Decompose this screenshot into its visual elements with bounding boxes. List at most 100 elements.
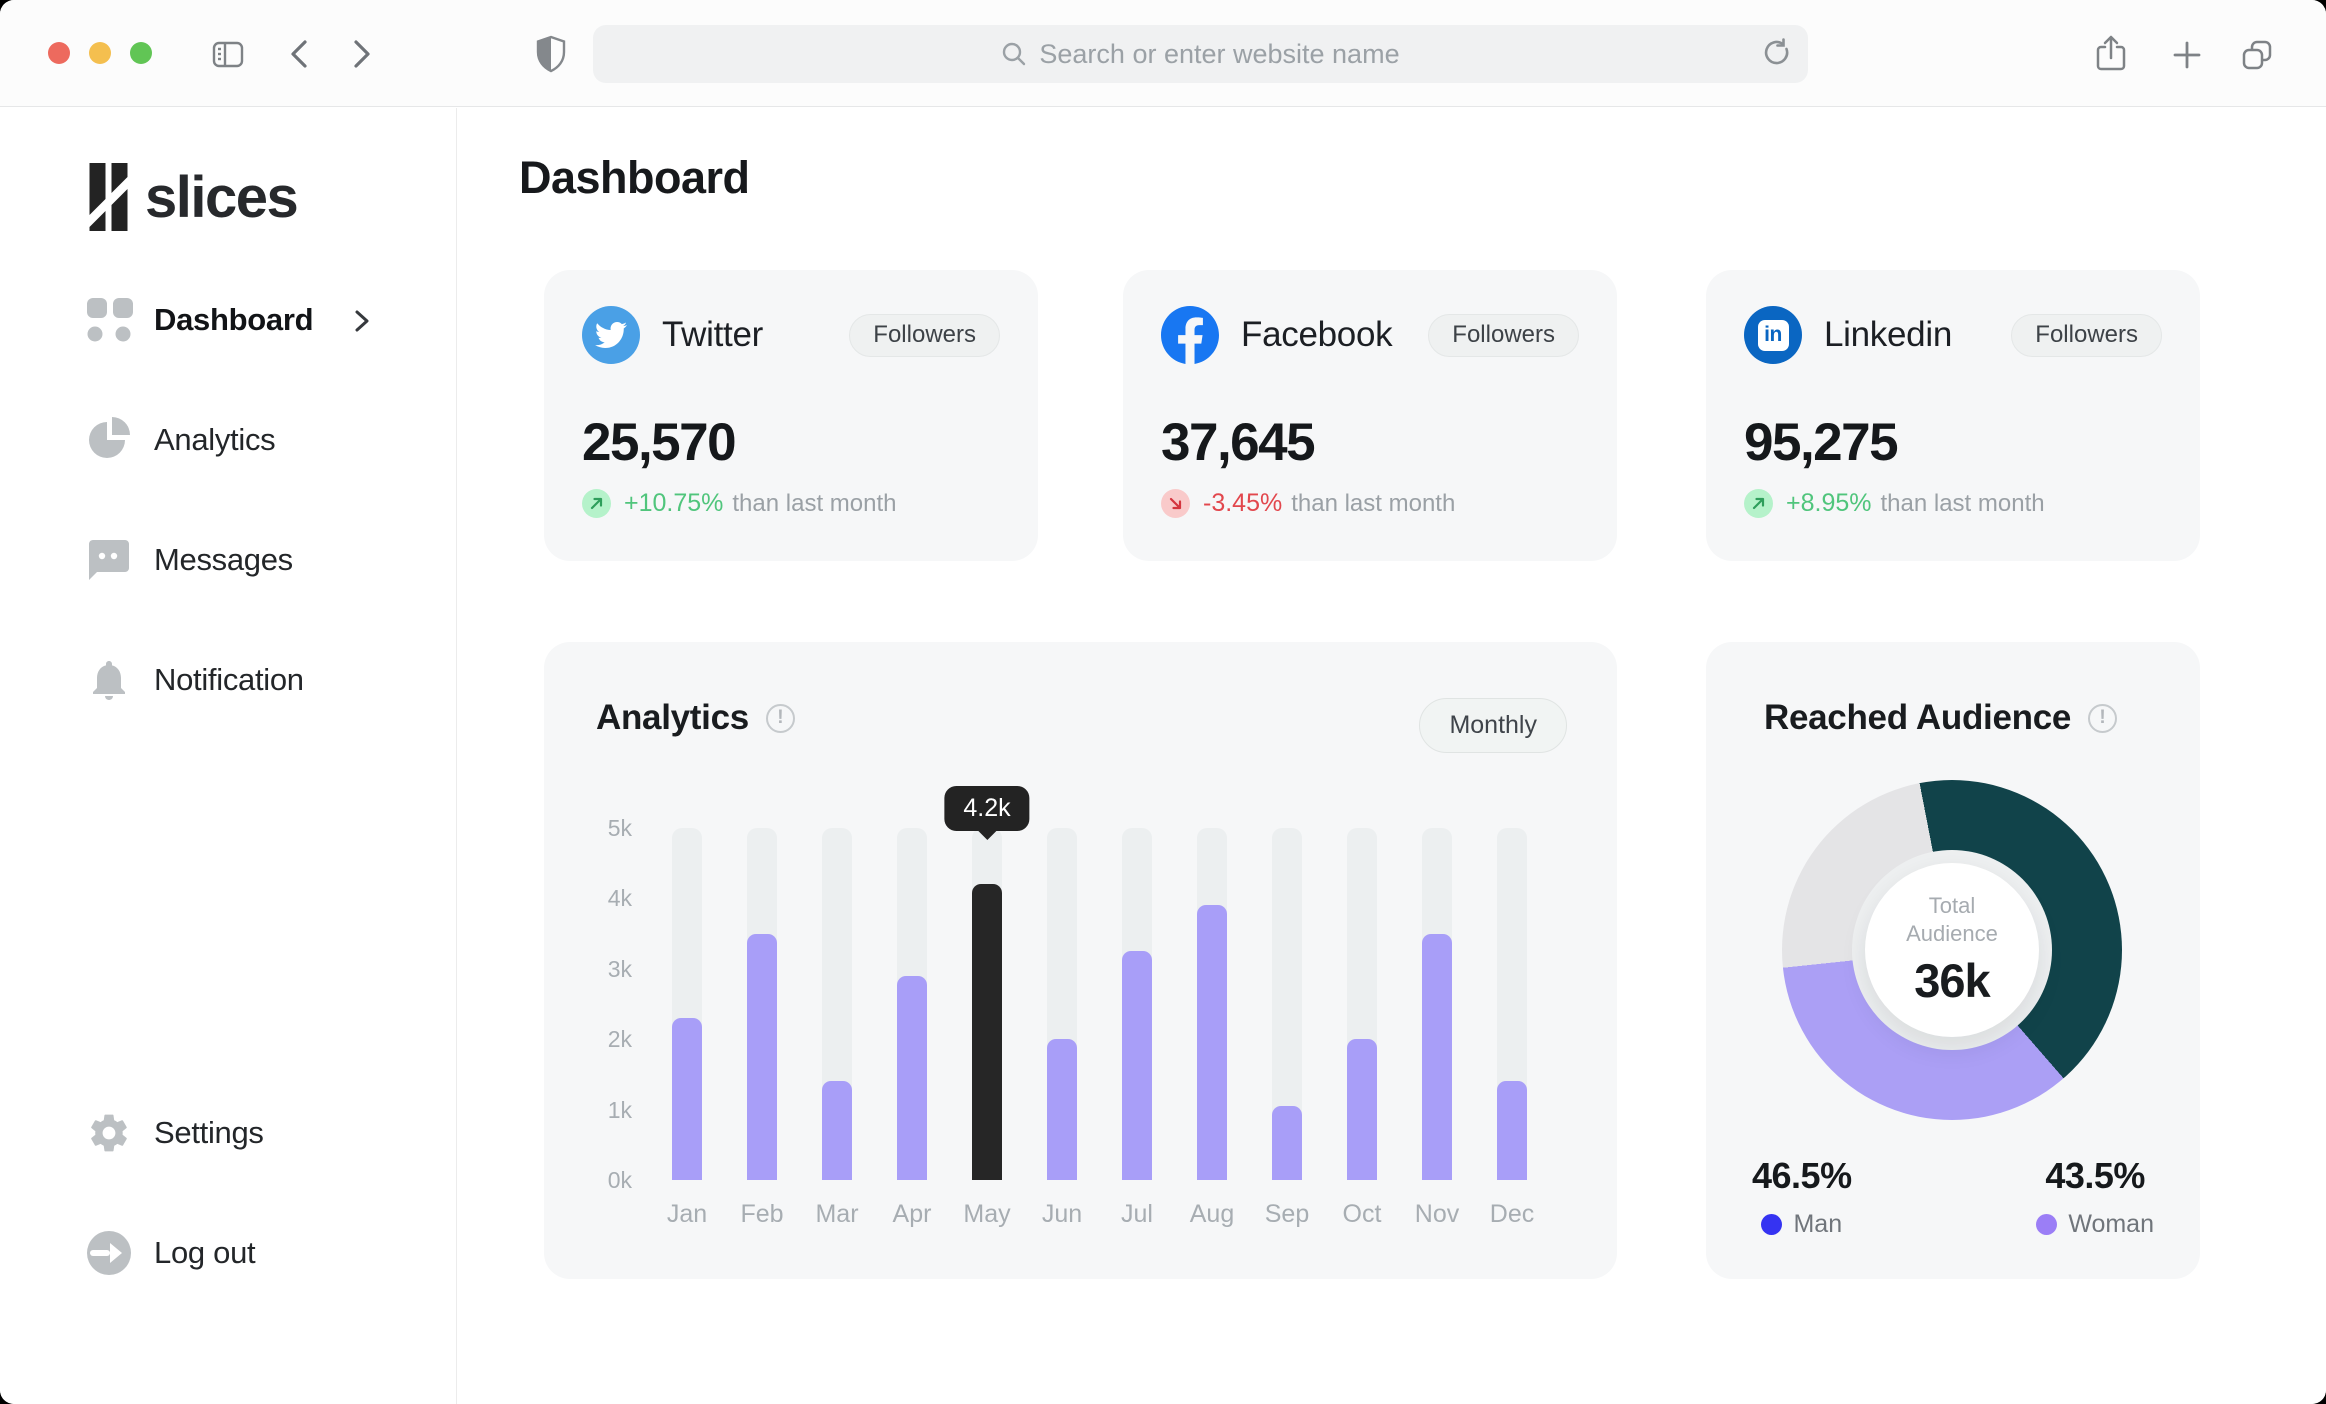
bar-feb[interactable]: Feb [740, 828, 784, 1228]
x-tick-label: Oct [1342, 1200, 1382, 1228]
x-tick-label: Feb [740, 1200, 784, 1228]
chevron-right-icon [350, 306, 372, 341]
bar-sep[interactable]: Sep [1265, 828, 1309, 1228]
info-icon[interactable]: ! [765, 703, 795, 733]
twitter-icon [582, 306, 640, 364]
change-suffix: than last month [1880, 489, 2045, 517]
reached-audience-card: Reached Audience ! Total Audience 36k 4 [1706, 642, 2200, 1279]
linkedin-stat-card: in Linkedin Followers 95,275 +8.95% than… [1706, 270, 2200, 561]
donut-center-label: Total [1928, 893, 1976, 918]
x-tick-label: May [963, 1200, 1011, 1228]
legend-value: 46.5% [1752, 1155, 1852, 1196]
sidebar-item-messages[interactable]: Messages [0, 528, 456, 592]
x-tick-label: Jan [666, 1200, 708, 1228]
analytics-chart-card: Analytics ! Monthly 5k 4k 3k 2k 1k 0k Jan Feb M… [544, 642, 1617, 1279]
chat-icon [85, 536, 133, 584]
back-icon[interactable] [287, 37, 313, 74]
y-tick-label: 3k [607, 955, 632, 982]
sidebar-item-analytics[interactable]: Analytics [0, 408, 456, 472]
bell-icon [85, 656, 133, 704]
grid-icon [85, 296, 133, 344]
y-tick-label: 5k [607, 815, 632, 841]
minimize-window-button[interactable] [89, 42, 111, 64]
legend-label: Man [1793, 1210, 1843, 1238]
follower-count: 95,275 [1744, 413, 1899, 472]
sidebar-item-dashboard[interactable]: Dashboard [0, 288, 456, 352]
sidebar-item-label: Settings [154, 1115, 264, 1150]
close-window-button[interactable] [48, 42, 70, 64]
sidebar-toggle-icon[interactable] [211, 37, 245, 74]
twitter-stat-card: Twitter Followers 25,570 +10.75% than la… [544, 270, 1038, 561]
change-suffix: than last month [1291, 489, 1456, 517]
bar-jan[interactable]: Jan [667, 828, 707, 1228]
bar-mar[interactable]: Mar [815, 828, 859, 1228]
donut-hole: Total Audience 36k [1852, 850, 2052, 1050]
trend-up-icon [1744, 489, 1773, 518]
info-icon[interactable]: ! [2088, 703, 2118, 733]
legend-value: 43.5% [2045, 1155, 2145, 1196]
change-suffix: than last month [732, 489, 897, 517]
maximize-window-button[interactable] [130, 42, 152, 64]
app-logo-text: slices [145, 164, 299, 230]
analytics-title: Analytics [596, 698, 749, 737]
new-tab-icon[interactable] [2172, 40, 2202, 73]
followers-badge[interactable]: Followers [2011, 313, 2162, 357]
y-tick-label: 2k [607, 1026, 632, 1053]
sidebar-item-notification[interactable]: Notification [0, 648, 456, 712]
bar-nov[interactable]: Nov [1415, 828, 1459, 1228]
followers-badge[interactable]: Followers [849, 313, 1000, 357]
pie-chart-icon [85, 416, 133, 464]
x-tick-label: Apr [892, 1200, 932, 1228]
trend-down-icon [1161, 489, 1190, 518]
bar-apr[interactable]: Apr [893, 828, 931, 1228]
x-tick-label: Dec [1489, 1200, 1535, 1228]
x-tick-label: Jun [1041, 1200, 1083, 1228]
donut-legend: 46.5% Man 43.5% Woman [1706, 1155, 2200, 1239]
sidebar-item-label: Log out [154, 1235, 256, 1270]
network-name: Facebook [1241, 315, 1393, 354]
app-logo-mark [89, 163, 128, 231]
logout-icon [85, 1229, 133, 1277]
x-tick-label: Sep [1264, 1200, 1310, 1228]
bar-jun[interactable]: Jun [1042, 828, 1082, 1228]
legend-label: Woman [2068, 1210, 2154, 1238]
browser-titlebar: Search or enter website name [0, 0, 2326, 107]
facebook-stat-card: Facebook Followers 37,645 -3.45% than la… [1123, 270, 1617, 561]
sidebar-item-logout[interactable]: Log out [0, 1221, 456, 1285]
share-icon[interactable] [2094, 34, 2128, 77]
x-tick-label: Nov [1414, 1200, 1460, 1228]
privacy-shield-icon[interactable] [536, 35, 566, 76]
window-controls [48, 42, 152, 64]
bar-dec[interactable]: Dec [1490, 828, 1534, 1228]
bar-aug[interactable]: Aug [1190, 828, 1234, 1228]
reload-icon[interactable] [1762, 38, 1792, 73]
sidebar-item-label: Dashboard [154, 302, 314, 337]
bar-may[interactable]: May 4.2k [944, 786, 1030, 1228]
legend-item-woman: 43.5% Woman [2036, 1155, 2154, 1239]
page-title: Dashboard [519, 152, 750, 203]
period-selector-button[interactable]: Monthly [1419, 698, 1567, 753]
x-tick-label: Mar [815, 1200, 859, 1228]
forward-icon[interactable] [348, 37, 374, 74]
follower-count: 25,570 [582, 413, 737, 472]
bar-oct[interactable]: Oct [1343, 828, 1381, 1228]
legend-item-man: 46.5% Man [1752, 1155, 1852, 1239]
donut-center-label: Audience [1906, 921, 1998, 946]
sidebar-item-settings[interactable]: Settings [0, 1101, 456, 1165]
donut-center-value: 36k [1914, 954, 1990, 1007]
address-bar[interactable]: Search or enter website name [593, 25, 1808, 83]
tabs-overview-icon[interactable] [2240, 38, 2274, 75]
bar-jul[interactable]: Jul [1121, 828, 1153, 1228]
followers-badge[interactable]: Followers [1428, 313, 1579, 357]
facebook-icon [1161, 306, 1219, 364]
y-tick-label: 1k [607, 1096, 632, 1123]
legend-dot-woman [2036, 1214, 2058, 1235]
address-placeholder: Search or enter website name [1039, 38, 1400, 69]
legend-dot-man [1761, 1214, 1783, 1235]
y-tick-label: 0k [607, 1167, 632, 1193]
bar-tooltip: 4.2k [944, 786, 1030, 840]
donut-chart[interactable]: Total Audience 36k [1782, 780, 2122, 1120]
y-axis-labels: 5k 4k 3k 2k 1k 0k [580, 815, 632, 1193]
follower-count: 37,645 [1161, 413, 1316, 472]
main-content: Dashboard Twitter Followers 25,570 [458, 108, 2326, 1404]
